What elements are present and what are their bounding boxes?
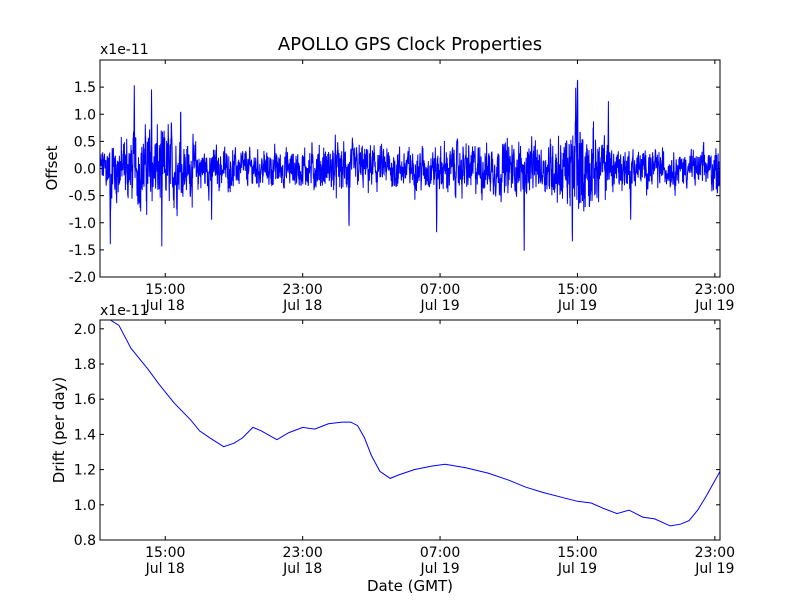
offset-xtick-date: Jul 18 [282,298,322,314]
offset-ytick-label: 0.0 [74,162,96,178]
offset-line [99,79,721,251]
drift-ytick-label: 1.4 [74,427,96,443]
drift-ticks [100,320,720,541]
offset-xtick-date: Jul 19 [419,298,459,314]
offset-xtick-time: 23:00 [282,282,322,298]
offset-xtick-time: 07:00 [420,282,460,298]
drift-ytick-label: 2.0 [74,322,96,338]
drift-line [100,319,721,527]
offset-ytick-label: 0.5 [74,134,96,150]
drift-x-label: Date (GMT) [367,577,453,595]
offset-panel: x1e-11 Offset -2.0 -1.5 -1.0 -0.5 0.0 0.5 1.0 1… [43,42,735,314]
offset-xtick-time: 15:00 [145,282,185,298]
drift-axes-frame [99,319,721,541]
drift-xtick-time: 23:00 [282,545,322,561]
drift-xtick-time: 15:00 [145,545,185,561]
offset-xtick-date: Jul 19 [557,298,597,314]
offset-ytick-label: -1.5 [69,243,96,259]
drift-xtick-date: Jul 19 [419,561,459,577]
drift-xtick-time: 23:00 [695,545,735,561]
offset-series [99,79,721,251]
offset-ytick-labels: -2.0 -1.5 -1.0 -0.5 0.0 0.5 1.0 1.5 [69,80,96,286]
drift-y-multiplier: x1e-11 [100,303,149,319]
drift-ytick-label: 1.2 [74,463,96,479]
drift-xtick-time: 07:00 [420,545,460,561]
offset-axes-frame [99,59,721,278]
chart-title: APOLLO GPS Clock Properties [278,34,542,55]
drift-xtick-time: 15:00 [557,545,597,561]
offset-ytick-label: -1.0 [69,216,96,232]
offset-xtick-time: 15:00 [557,282,597,298]
drift-ytick-label: 0.8 [74,533,96,549]
offset-y-label: Offset [43,145,61,190]
offset-xtick-date: Jul 19 [694,298,734,314]
offset-xtick-date: Jul 18 [145,298,185,314]
drift-xtick-date: Jul 18 [282,561,322,577]
offset-ytick-label: 1.5 [74,80,96,96]
drift-ytick-labels: 0.8 1.0 1.2 1.4 1.6 1.8 2.0 [74,322,96,549]
drift-ytick-label: 1.0 [74,498,96,514]
drift-panel: x1e-11 Drift (per day) Date (GMT) 0.8 1.0… [50,303,735,595]
drift-ytick-label: 1.8 [74,357,96,373]
offset-ytick-label: -0.5 [69,189,96,205]
offset-ytick-label: 1.0 [74,107,96,123]
offset-y-multiplier: x1e-11 [100,42,149,58]
drift-xtick-date: Jul 19 [557,561,597,577]
drift-xtick-date: Jul 19 [694,561,734,577]
drift-series [100,319,721,527]
drift-ytick-label: 1.6 [74,392,96,408]
drift-xtick-date: Jul 18 [145,561,185,577]
drift-y-label: Drift (per day) [50,377,68,484]
offset-ytick-label: -2.0 [69,270,96,286]
offset-ticks [100,60,720,278]
offset-xtick-time: 23:00 [695,282,735,298]
